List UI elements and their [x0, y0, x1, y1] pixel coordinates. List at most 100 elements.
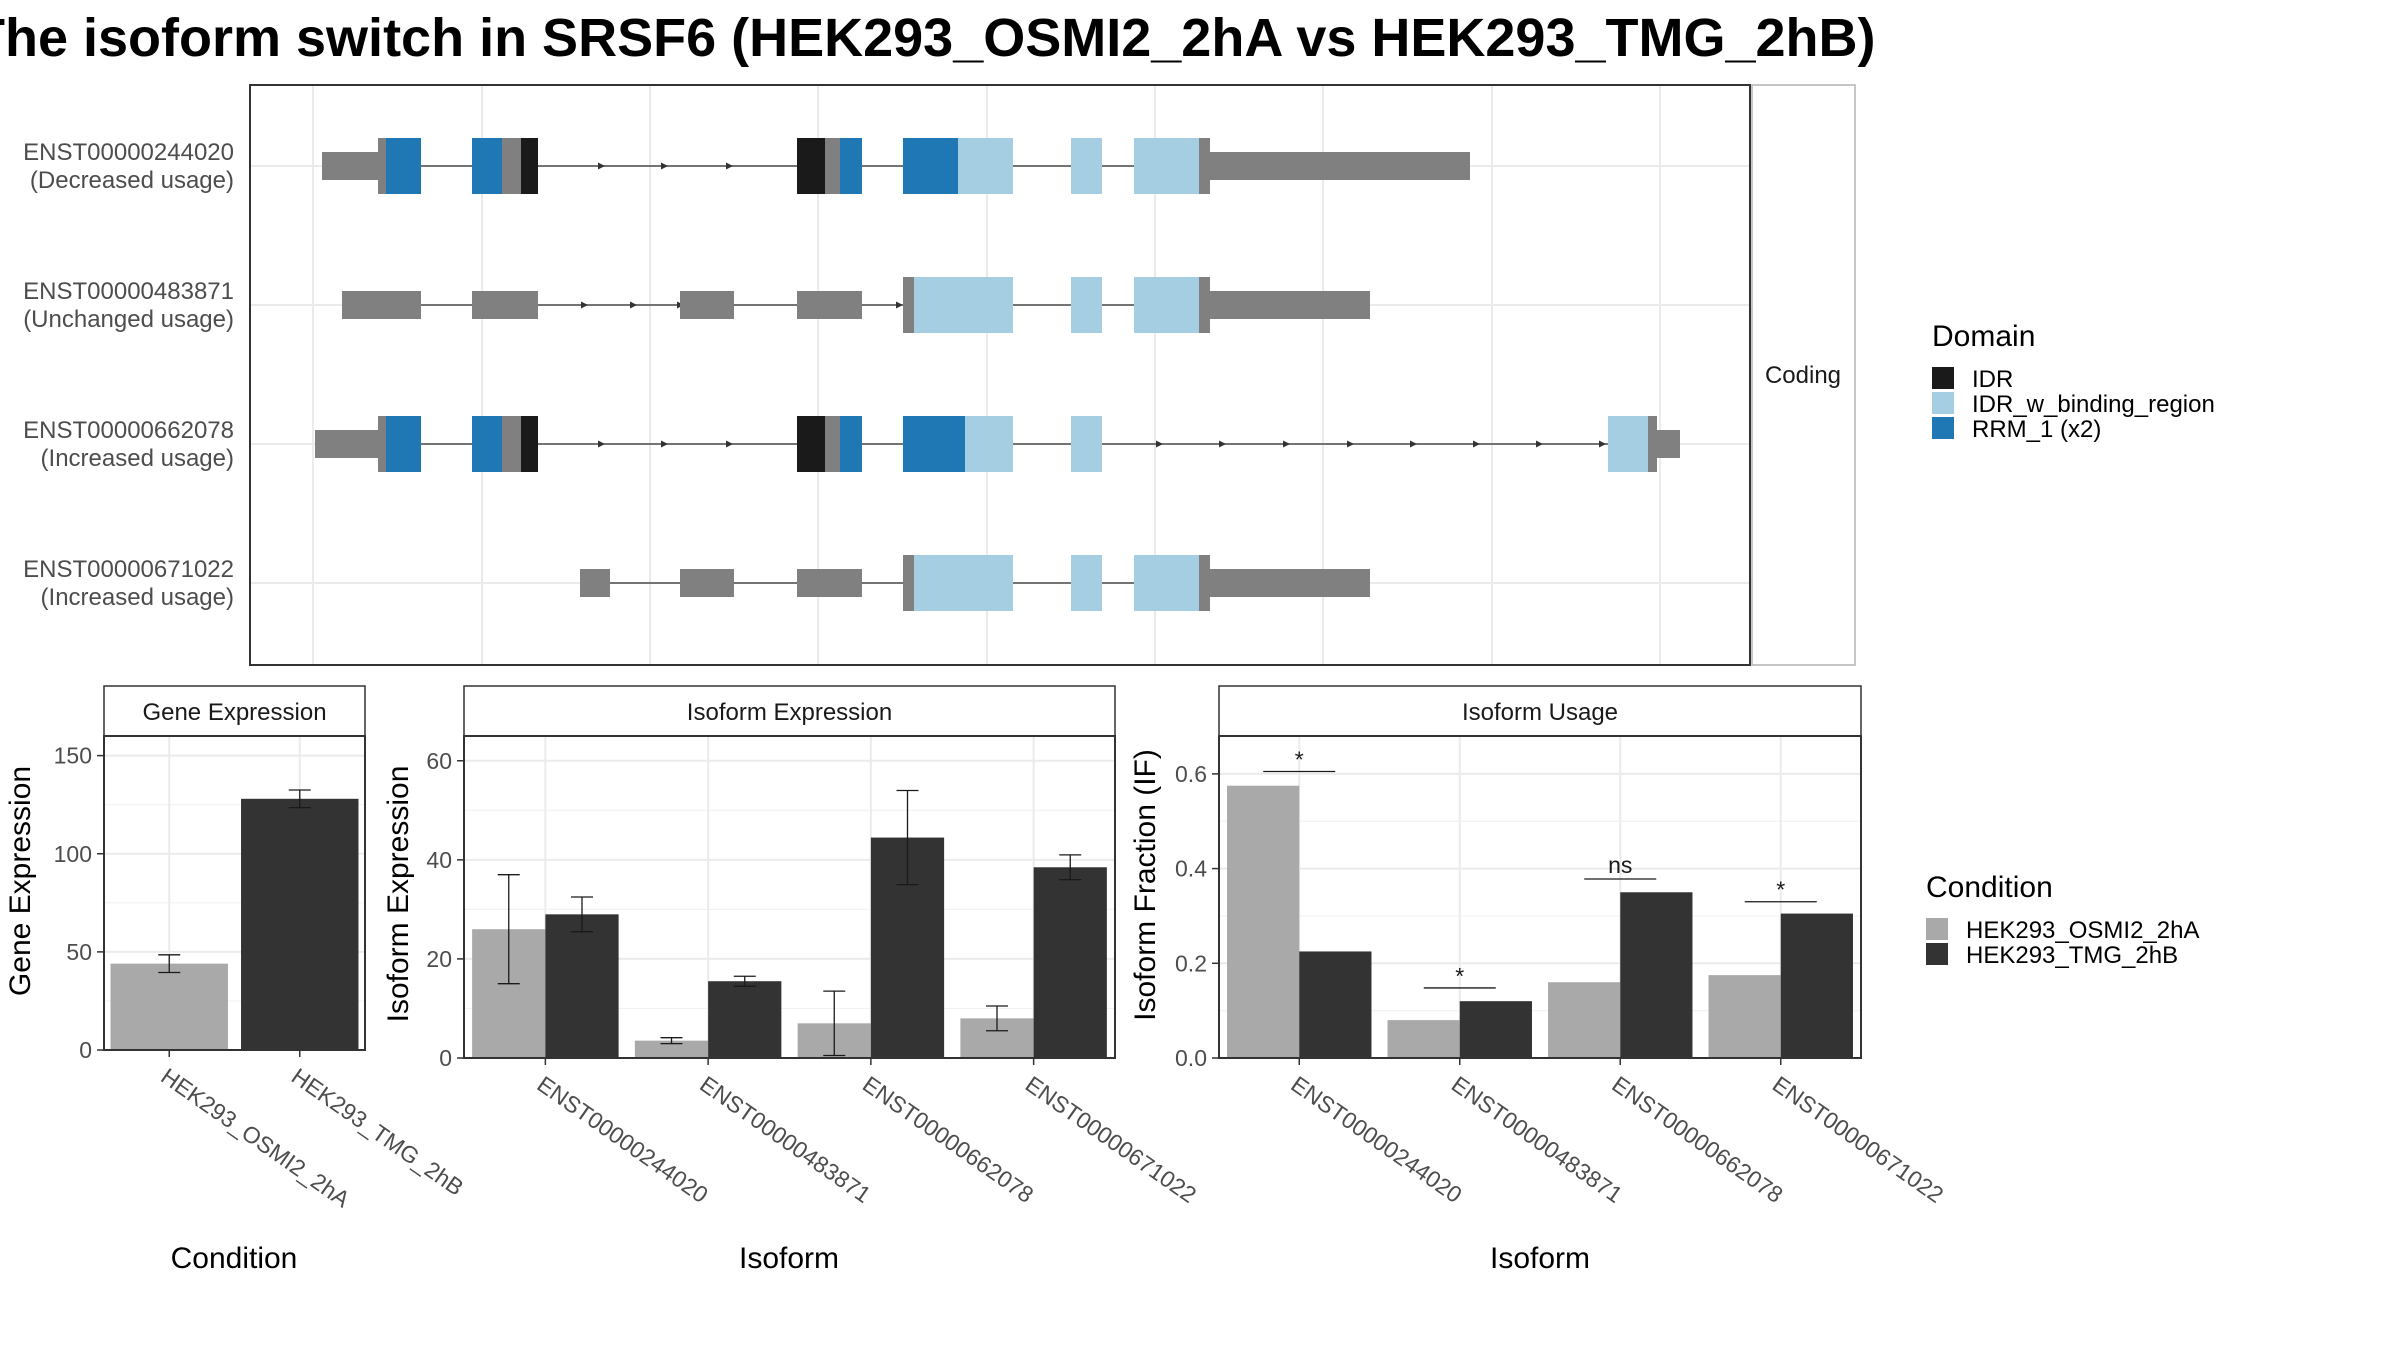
y-tick-label: 20 [426, 946, 452, 972]
bar [634, 1040, 709, 1058]
x-tick-label: ENST00000483871 [1447, 1071, 1627, 1208]
bar [1033, 867, 1107, 1058]
coding-exon-block [386, 138, 421, 194]
y-tick-label: 100 [54, 841, 92, 867]
x-tick-label: ENST00000671022 [1768, 1071, 1948, 1208]
coding-exon-block [903, 138, 958, 194]
isoform-expression-plot: 0204060ENST00000244020ENST00000483871ENS… [426, 735, 1201, 1208]
bar [1227, 785, 1300, 1058]
plot-border [1218, 735, 1862, 1059]
x-tick-label: ENST00000244020 [533, 1071, 713, 1208]
coding-exon-block [1071, 416, 1102, 472]
utr-exon-block [680, 291, 734, 319]
significance-label: ns [1608, 852, 1632, 878]
coding-exon-block [903, 277, 914, 333]
y-tick-label: 0 [79, 1037, 92, 1063]
coding-exon-block [903, 416, 965, 472]
isoform-expression-panel: Isoform Expression 0 20 40 60 ENST0000024402… [382, 685, 1201, 1275]
isoform-usage-strip [1218, 685, 1862, 737]
y-tick-label: 0.4 [1175, 856, 1207, 882]
utr-exon-block [315, 430, 378, 458]
transcript-row-1 [322, 138, 1470, 194]
x-tick-label: ENST00000483871 [695, 1071, 875, 1208]
isoform-usage-panel: Isoform Usage 0.0 0.2 0.4 0.6 ENST0000024402… [1129, 685, 1948, 1275]
coding-exon-block [797, 416, 825, 472]
coding-exon-block [472, 416, 502, 472]
x-tick-label: ENST00000671022 [1021, 1071, 1201, 1208]
transcript-strip [1751, 84, 1856, 666]
coding-exon-block [1071, 138, 1102, 194]
coding-exon-block [840, 138, 862, 194]
significance-label: * [1295, 747, 1304, 773]
x-tick-label: ENST00000662078 [1607, 1071, 1787, 1208]
condition-legend-key-a [1926, 918, 1948, 940]
transcript-usage-label: (Increased usage) [41, 445, 234, 472]
transcript-rows [315, 138, 1680, 611]
y-tick-label: 50 [66, 939, 92, 965]
intron-arrow [661, 162, 668, 170]
intron-arrow [1599, 440, 1606, 448]
plot-border [463, 735, 1116, 1059]
x-tick-label: ENST00000662078 [858, 1071, 1038, 1208]
coding-exon-block [386, 416, 421, 472]
utr-exon-block [1210, 569, 1370, 597]
domain-legend-key-idr-binding [1932, 392, 1954, 414]
utr-exon-block [797, 291, 862, 319]
transcript-id-label: ENST00000483871 [23, 278, 234, 305]
domain-legend-label-idr: IDR [1972, 366, 2013, 393]
y-tick-label: 0.2 [1175, 950, 1207, 976]
condition-legend: Condition HEK293_OSMI2_2hA HEK293_TMG_2h… [1926, 871, 2199, 969]
bar [1459, 1001, 1532, 1058]
coding-exon-block [1199, 277, 1210, 333]
coding-exon-block [378, 138, 386, 194]
coding-exon-block [965, 416, 1013, 472]
isoform-usage-x-title: Isoform [1490, 1242, 1590, 1275]
transcript-id-label: ENST00000662078 [23, 417, 234, 444]
coding-exon-block [472, 138, 502, 194]
coding-exon-block [1134, 555, 1199, 611]
coding-exon-block [914, 555, 1013, 611]
coding-exon-block [1199, 138, 1210, 194]
domain-legend-key-idr [1932, 367, 1954, 389]
transcript-panel: Coding ENST00000244020(Decreased usage)E… [23, 84, 1856, 666]
coding-exon-block [1199, 555, 1210, 611]
y-tick-label: 150 [54, 743, 92, 769]
intron-arrow [726, 162, 733, 170]
intron-arrow [1219, 440, 1226, 448]
domain-legend-label-idr-binding: IDR_w_binding_region [1972, 391, 2215, 418]
domain-legend-label-rrm: RRM_1 (x2) [1972, 416, 2101, 443]
utr-exon-block [342, 291, 421, 319]
gene-expression-strip [103, 685, 366, 737]
coding-exon-block [903, 555, 914, 611]
intron-arrow [581, 301, 588, 309]
coding-exon-block [797, 138, 825, 194]
isoform-expression-y-title: Isoform Expression [382, 766, 415, 1023]
bar [708, 981, 782, 1058]
condition-legend-label-b: HEK293_TMG_2hB [1966, 942, 2178, 969]
transcript-row-4 [580, 555, 1370, 611]
figure-title: The isoform switch in SRSF6 (HEK293_OSMI… [0, 8, 1876, 68]
coding-exon-block [1648, 416, 1657, 472]
coding-exon-block [840, 416, 862, 472]
y-tick-label: 0 [439, 1045, 452, 1071]
condition-legend-key-b [1926, 943, 1948, 965]
transcript-labels: ENST00000244020(Decreased usage) ENST0000… [23, 139, 234, 611]
gene-expression-y-title: Gene Expression [4, 766, 37, 996]
significance-label: * [1455, 963, 1464, 989]
utr-exon-block [322, 152, 378, 180]
coding-exon-block [521, 416, 538, 472]
bar [545, 914, 619, 1058]
coding-exon-block [1071, 555, 1102, 611]
isoform-usage-plot: 0.0 0.2 0.4 0.6 ENST00000244020ENST000004838… [1175, 735, 1948, 1208]
intron-arrow [598, 440, 605, 448]
plot-border [103, 735, 366, 1051]
condition-legend-label-a: HEK293_OSMI2_2hA [1966, 917, 2199, 944]
intron-arrow [1283, 440, 1290, 448]
coding-exon-block [958, 138, 1013, 194]
utr-exon-block [680, 569, 734, 597]
isoform-expression-x-title: Isoform [739, 1242, 839, 1275]
transcript-strip-label: Coding [1765, 362, 1841, 389]
intron-arrow [1347, 440, 1354, 448]
